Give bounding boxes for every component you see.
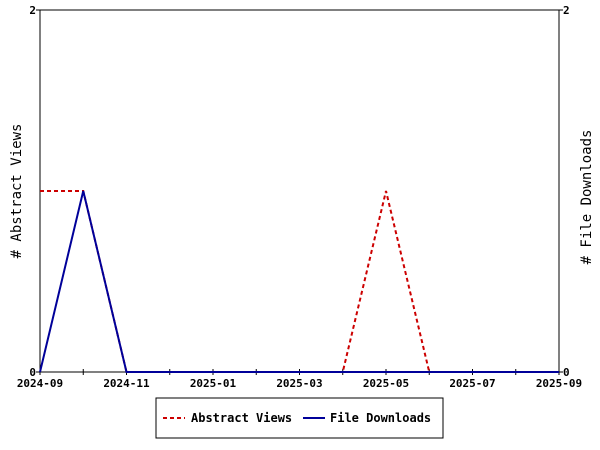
series-line-file-downloads bbox=[39, 190, 559, 373]
x-tick-labels: 2024-09 2024-11 2025-01 2025-03 2025-05 2025-… bbox=[17, 377, 582, 390]
x-tick-label: 2025-03 bbox=[276, 377, 322, 390]
y-right-tick-label: 0 bbox=[563, 366, 570, 379]
y-left-tick-label: 2 bbox=[29, 4, 36, 17]
series-lines bbox=[39, 190, 559, 373]
y-left-tick-label: 0 bbox=[29, 366, 36, 379]
x-tick-label: 2024-09 bbox=[17, 377, 63, 390]
x-tick-label: 2025-01 bbox=[190, 377, 237, 390]
y-right-tick-label: 2 bbox=[563, 4, 570, 17]
x-tick-label: 2025-07 bbox=[449, 377, 495, 390]
y-axis-title-right: # File Downloads bbox=[579, 130, 595, 265]
y-axis-title-left: # Abstract Views bbox=[9, 124, 25, 259]
legend-label-abstract-views: Abstract Views bbox=[191, 411, 292, 425]
legend: Abstract Views File Downloads bbox=[155, 397, 444, 439]
x-tick-label: 2025-09 bbox=[536, 377, 582, 390]
legend-box bbox=[155, 397, 444, 439]
legend-label-file-downloads: File Downloads bbox=[330, 411, 431, 425]
plot-area bbox=[39, 9, 560, 373]
x-tick-label: 2024-11 bbox=[103, 377, 150, 390]
y-tick-labels: 0 2 0 2 bbox=[29, 4, 569, 379]
x-tick-label: 2025-05 bbox=[363, 377, 409, 390]
